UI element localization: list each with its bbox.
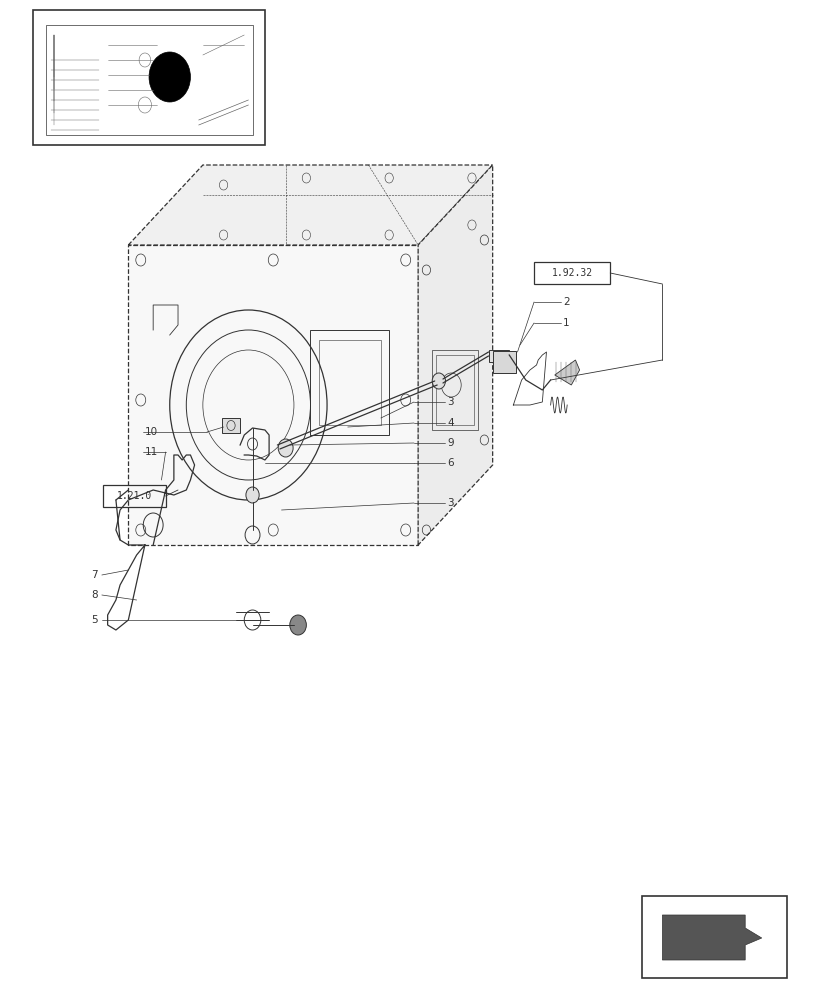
Polygon shape [128,245,418,545]
Bar [432,350,477,430]
Bar [436,355,473,425]
Bar [488,350,509,362]
Bar [318,340,380,425]
Text: 8: 8 [91,590,98,600]
Circle shape [149,52,190,102]
Text: 1.92.32: 1.92.32 [551,268,592,278]
Circle shape [289,615,306,635]
Text: 4: 4 [447,418,453,428]
Text: 11: 11 [145,447,158,457]
Bar [45,25,252,135]
Text: 9: 9 [447,438,453,448]
Text: 3: 3 [447,397,453,407]
Bar [533,262,609,284]
Bar [103,485,165,507]
Text: 2: 2 [562,297,569,307]
Bar [641,896,786,978]
Text: 1.21.0: 1.21.0 [117,491,152,501]
Text: 6: 6 [447,458,453,468]
Polygon shape [418,165,492,545]
Polygon shape [554,360,579,385]
Circle shape [432,373,445,389]
Circle shape [278,439,293,457]
Bar [222,418,240,433]
Polygon shape [662,915,761,960]
Bar [492,351,515,373]
Text: 10: 10 [145,427,158,437]
Text: 1: 1 [562,318,569,328]
Bar [310,330,389,435]
Text: 3: 3 [447,498,453,508]
Circle shape [246,487,259,503]
Text: 7: 7 [91,570,98,580]
Bar [33,10,265,145]
Polygon shape [128,165,492,245]
Text: 5: 5 [91,615,98,625]
